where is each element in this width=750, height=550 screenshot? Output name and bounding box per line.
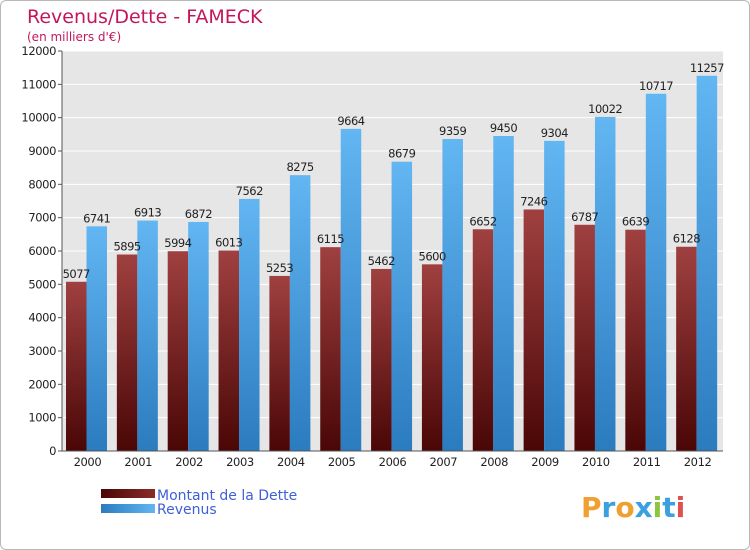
value-label-debt: 6652 bbox=[469, 214, 496, 228]
bar-debt bbox=[167, 251, 189, 451]
y-tick-label: 9000 bbox=[28, 144, 56, 158]
y-tick-label: 1000 bbox=[28, 411, 56, 425]
bar-debt bbox=[421, 264, 443, 451]
value-label-debt: 5077 bbox=[63, 267, 90, 281]
bar-debt bbox=[625, 229, 646, 451]
value-label-revenue: 7562 bbox=[236, 184, 263, 198]
y-tick-label: 4000 bbox=[28, 311, 56, 325]
value-label-revenue: 6741 bbox=[83, 211, 110, 225]
value-label-revenue: 9450 bbox=[490, 121, 517, 135]
value-label-debt: 6013 bbox=[215, 236, 242, 250]
bar-revenue bbox=[289, 175, 311, 451]
bars bbox=[66, 75, 718, 452]
chart-subtitle: (en milliers d'€) bbox=[27, 30, 121, 44]
bar-revenue bbox=[188, 221, 209, 451]
y-tick-label: 7000 bbox=[28, 211, 56, 225]
legend-label-debt: Montant de la Dette bbox=[157, 488, 297, 504]
value-label-debt: 5600 bbox=[419, 249, 446, 263]
value-label-debt: 5462 bbox=[368, 254, 395, 268]
value-label-revenue: 10717 bbox=[639, 79, 673, 93]
chart-title: Revenus/Dette - FAMECK bbox=[27, 6, 263, 28]
legend-label-revenue: Revenus bbox=[157, 502, 217, 518]
proxiti-logo: Proxiti bbox=[581, 491, 685, 524]
value-label-revenue: 9359 bbox=[439, 124, 466, 138]
bar-debt bbox=[269, 275, 290, 451]
bar-debt bbox=[66, 281, 87, 451]
y-tick-label: 12000 bbox=[21, 44, 56, 58]
bar-revenue bbox=[86, 226, 107, 451]
value-label-revenue: 8679 bbox=[388, 147, 415, 161]
value-label-debt: 5895 bbox=[113, 240, 140, 254]
x-tick-label: 2004 bbox=[277, 455, 305, 469]
value-label-debt: 6128 bbox=[673, 232, 700, 246]
bar-revenue bbox=[594, 116, 616, 451]
x-tick-label: 2007 bbox=[430, 455, 458, 469]
value-label-debt: 6787 bbox=[571, 210, 598, 224]
y-tick-label: 3000 bbox=[28, 344, 56, 358]
value-labels: 5077 6741 5895 6913 5994 6872 6013 7562 5253 8275… bbox=[63, 61, 725, 281]
x-tick-label: 2012 bbox=[684, 455, 712, 469]
value-label-debt: 7246 bbox=[520, 194, 547, 208]
value-label-revenue: 9664 bbox=[337, 114, 364, 128]
x-tick-label: 2011 bbox=[633, 455, 661, 469]
legend: Montant de la Dette Revenus bbox=[101, 488, 297, 518]
value-label-debt: 6639 bbox=[622, 215, 649, 229]
bar-revenue bbox=[340, 128, 362, 451]
x-tick-label: 2010 bbox=[582, 455, 610, 469]
y-axis: 0 1000 2000 3000 4000 5000 6000 7000 8000 9000 100… bbox=[21, 44, 63, 458]
bar-debt bbox=[218, 250, 240, 451]
x-tick-label: 2001 bbox=[124, 455, 152, 469]
bar-revenue bbox=[391, 161, 413, 451]
y-tick-label: 10000 bbox=[21, 111, 56, 125]
bar-debt bbox=[371, 268, 392, 451]
x-tick-label: 2005 bbox=[328, 455, 356, 469]
value-label-revenue: 10022 bbox=[588, 102, 622, 116]
bar-debt bbox=[116, 254, 138, 451]
x-tick-label: 2008 bbox=[480, 455, 508, 469]
bar-revenue bbox=[493, 136, 514, 451]
bar-debt bbox=[472, 229, 494, 451]
x-tick-label: 2002 bbox=[175, 455, 203, 469]
bar-revenue bbox=[239, 198, 260, 451]
x-axis: 2000 2001 2002 2003 2004 2005 2006 2007 2008 2009… bbox=[62, 450, 723, 469]
logo-text: Proxiti bbox=[581, 491, 685, 524]
bar-debt bbox=[320, 247, 341, 451]
bar-debt bbox=[523, 209, 545, 451]
y-tick-label: 0 bbox=[49, 444, 56, 458]
bar-debt bbox=[676, 246, 697, 451]
y-tick-label: 5000 bbox=[28, 277, 56, 291]
value-label-revenue: 6872 bbox=[185, 207, 212, 221]
bar-revenue bbox=[137, 220, 158, 451]
value-label-revenue: 8275 bbox=[286, 160, 313, 174]
value-label-debt: 6115 bbox=[317, 232, 344, 246]
x-tick-label: 2003 bbox=[226, 455, 254, 469]
legend-swatch-debt bbox=[101, 489, 155, 498]
bar-debt bbox=[574, 224, 595, 451]
y-tick-label: 11000 bbox=[21, 77, 56, 91]
x-tick-label: 2006 bbox=[379, 455, 407, 469]
y-tick-label: 2000 bbox=[28, 377, 56, 391]
value-label-revenue: 11257 bbox=[690, 61, 724, 75]
legend-swatch-revenue bbox=[101, 504, 155, 513]
y-tick-label: 8000 bbox=[28, 177, 56, 191]
bar-revenue bbox=[544, 140, 565, 451]
value-label-debt: 5994 bbox=[164, 236, 191, 250]
value-label-revenue: 6913 bbox=[134, 206, 161, 220]
bar-revenue bbox=[442, 139, 463, 452]
y-tick-label: 6000 bbox=[28, 244, 56, 258]
bar-revenue bbox=[645, 93, 667, 452]
value-label-revenue: 9304 bbox=[541, 126, 568, 140]
value-label-debt: 5253 bbox=[266, 261, 293, 275]
bar-revenue bbox=[696, 75, 718, 452]
x-tick-label: 2009 bbox=[531, 455, 559, 469]
x-tick-label: 2000 bbox=[74, 455, 102, 469]
